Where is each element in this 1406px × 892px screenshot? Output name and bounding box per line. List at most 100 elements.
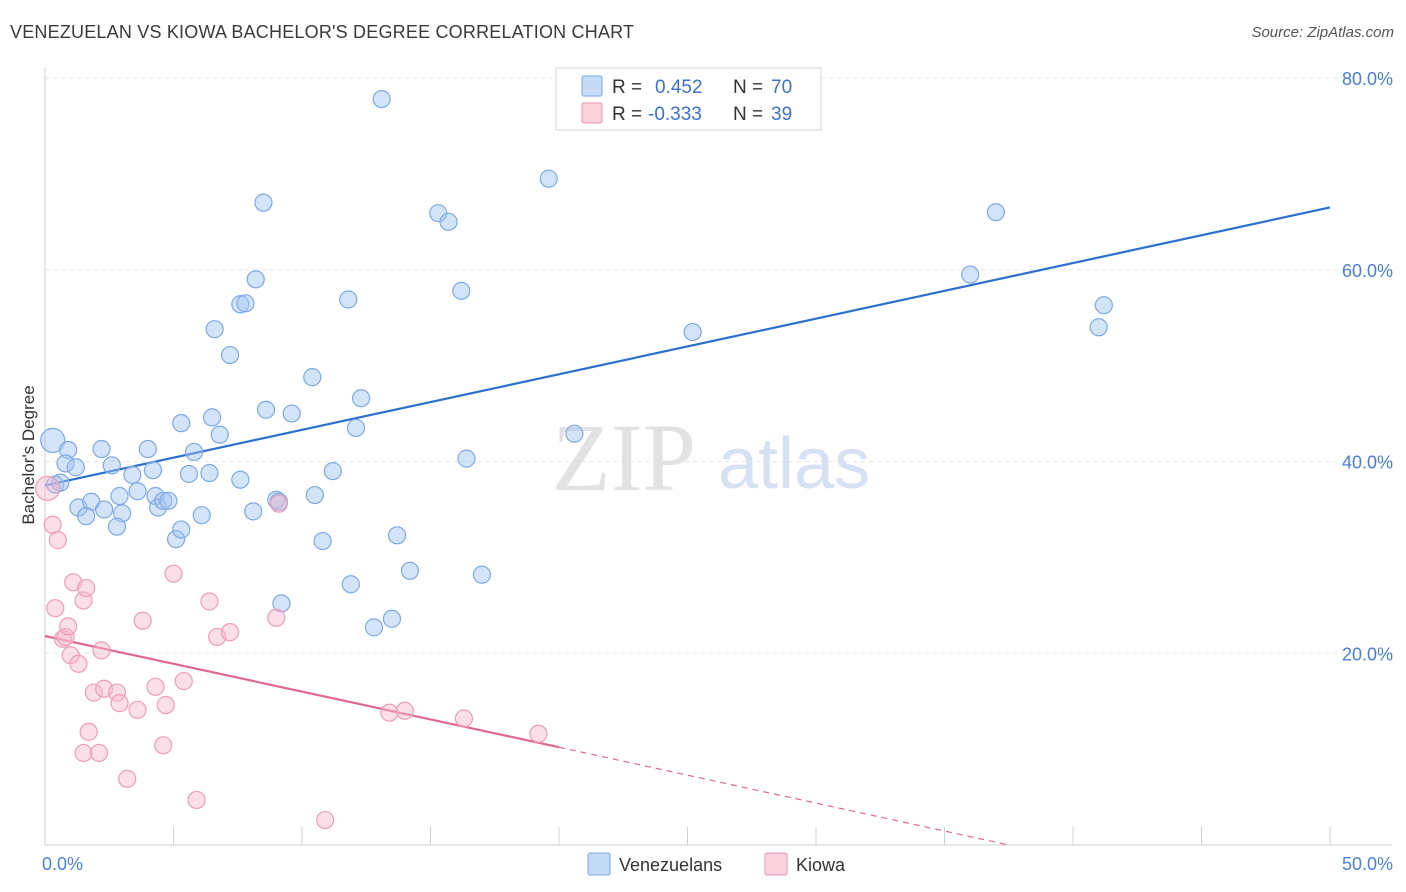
legend-top: R = 0.452 N = 70 R = -0.333 N = 39 <box>555 67 822 131</box>
point-venezuelans-58 <box>457 449 476 468</box>
y-tick-labels: 20.0% 40.0% 60.0% 80.0% <box>1342 69 1393 664</box>
legend-n-value-1: 70 <box>771 77 792 98</box>
point-kiowa-33 <box>269 494 288 513</box>
point-venezuelans-54 <box>400 561 420 580</box>
y-tick-label-20: 20.0% <box>1342 644 1393 664</box>
point-venezuelans-23 <box>172 414 191 433</box>
point-venezuelans-20 <box>159 491 178 510</box>
point-venezuelans-19 <box>154 491 173 510</box>
point-kiowa-13 <box>79 722 98 741</box>
point-venezuelans-42 <box>303 368 322 387</box>
point-venezuelans-36 <box>244 502 263 521</box>
grid-lines <box>45 77 1392 654</box>
point-venezuelans-26 <box>192 506 211 525</box>
point-kiowa-18 <box>107 683 127 702</box>
trend-line-venezuelans <box>44 206 1331 487</box>
source-credit: Source: ZipAtlas.com <box>1251 24 1394 41</box>
point-venezuelans-53 <box>387 526 407 545</box>
point-venezuelans-8 <box>92 439 111 459</box>
point-venezuelans-33 <box>236 294 255 313</box>
trend-lines <box>44 206 1331 846</box>
point-venezuelans-27 <box>200 463 219 483</box>
point-venezuelans-50 <box>364 618 384 637</box>
point-venezuelans-59 <box>472 565 491 584</box>
point-venezuelans-45 <box>323 461 342 481</box>
point-kiowa-36 <box>395 701 414 720</box>
bottom-legend-label-kiowa: Kiowa <box>796 855 846 875</box>
point-kiowa-14 <box>84 683 103 702</box>
point-venezuelans-30 <box>210 425 229 444</box>
y-axis-title: Bachelor's Degree <box>19 385 38 524</box>
bottom-legend-label-venezuelans: Venezuelans <box>619 855 722 875</box>
point-venezuelans-28 <box>202 408 222 427</box>
legend-r-label-2: R = <box>612 104 642 125</box>
point-kiowa-10 <box>74 743 93 763</box>
point-kiowa-26 <box>164 564 183 583</box>
bottom-legend-swatch-kiowa <box>764 852 788 876</box>
point-venezuelans-21 <box>166 530 186 549</box>
point-kiowa-6 <box>59 617 78 636</box>
trend-line-extension-kiowa <box>558 746 1009 846</box>
point-venezuelans-16 <box>143 461 163 480</box>
point-venezuelans-40 <box>272 594 291 613</box>
point-venezuelans-38 <box>256 400 276 419</box>
point-venezuelans-63 <box>961 265 980 284</box>
data-points <box>34 89 1113 830</box>
point-kiowa-23 <box>146 677 165 696</box>
point-venezuelans-24 <box>179 464 199 484</box>
y-tick-label-60: 60.0% <box>1342 261 1393 281</box>
point-venezuelans-2 <box>59 440 78 460</box>
point-venezuelans-7 <box>77 507 96 526</box>
point-kiowa-12 <box>77 578 96 598</box>
point-venezuelans-48 <box>346 418 366 438</box>
point-venezuelans-31 <box>220 345 240 365</box>
chart-title: VENEZUELAN VS KIOWA BACHELOR'S DEGREE CO… <box>10 22 635 42</box>
point-kiowa-1 <box>43 515 62 534</box>
point-venezuelans-0 <box>40 427 66 454</box>
point-venezuelans-65 <box>1089 318 1108 337</box>
x-tick-label-0: 0.0% <box>42 854 83 874</box>
point-venezuelans-22 <box>172 520 191 539</box>
point-venezuelans-51 <box>372 89 391 109</box>
legend-n-label-2: N = <box>733 104 763 125</box>
legend-bottom: Venezuelans Kiowa <box>587 852 846 876</box>
point-venezuelans-32 <box>231 295 250 314</box>
point-kiowa-29 <box>200 592 219 611</box>
point-venezuelans-10 <box>95 500 114 519</box>
point-venezuelans-12 <box>107 517 127 536</box>
watermark-zip: ZIP <box>552 404 696 511</box>
point-venezuelans-9 <box>102 456 121 475</box>
point-venezuelans-13 <box>123 465 142 485</box>
point-kiowa-35 <box>380 703 399 722</box>
x-tick-label-50: 50.0% <box>1342 854 1393 874</box>
point-kiowa-31 <box>220 623 240 642</box>
trend-line-kiowa <box>44 634 560 749</box>
legend-n-value-2: 39 <box>771 104 792 125</box>
point-kiowa-28 <box>187 790 206 810</box>
point-venezuelans-68 <box>51 473 70 492</box>
point-venezuelans-3 <box>56 454 75 473</box>
point-kiowa-3 <box>48 531 67 550</box>
point-venezuelans-43 <box>305 485 324 505</box>
y-tick-label-80: 80.0% <box>1342 69 1393 89</box>
axes <box>44 68 1392 846</box>
point-kiowa-34 <box>316 810 335 830</box>
point-kiowa-25 <box>156 695 175 715</box>
legend-swatch-kiowa <box>581 102 603 124</box>
point-venezuelans-35 <box>246 270 265 289</box>
point-venezuelans-49 <box>352 389 371 408</box>
legend-r-value-1: 0.452 <box>655 77 703 98</box>
point-kiowa-27 <box>174 671 193 691</box>
point-venezuelans-69 <box>110 486 129 506</box>
point-venezuelans-46 <box>339 290 358 309</box>
point-venezuelans-29 <box>205 320 224 339</box>
legend-n-label-1: N = <box>733 77 763 98</box>
point-venezuelans-64 <box>986 203 1006 222</box>
point-kiowa-32 <box>267 608 286 627</box>
point-venezuelans-60 <box>539 169 558 188</box>
point-venezuelans-56 <box>439 212 458 231</box>
point-venezuelans-14 <box>128 482 147 501</box>
point-kiowa-16 <box>92 641 111 660</box>
bottom-legend-swatch-venezuelans <box>587 852 611 876</box>
